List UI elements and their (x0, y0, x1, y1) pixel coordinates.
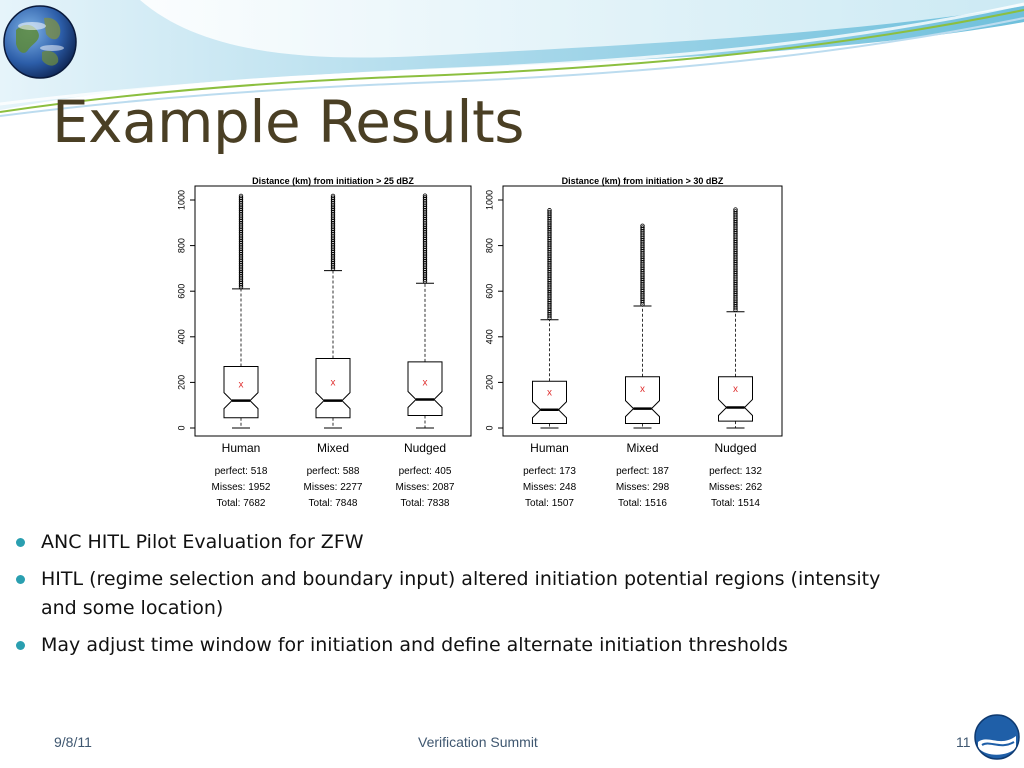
y-tick-label: 400 (484, 329, 494, 344)
mean-marker: x (733, 384, 738, 395)
y-tick-label: 600 (176, 284, 186, 299)
bullet-item: May adjust time window for initiation an… (14, 631, 914, 660)
stat-misses: Misses: 2277 (304, 482, 363, 493)
outlier-point (330, 195, 336, 200)
outlier-point (238, 193, 244, 199)
stat-total: Total: 7682 (217, 498, 266, 509)
x-category-label: Nudged (714, 441, 756, 455)
stat-misses: Misses: 1952 (212, 482, 271, 493)
stat-perfect: perfect: 132 (709, 466, 762, 477)
outlier-point (640, 225, 645, 230)
stat-total: Total: 7848 (309, 498, 358, 509)
x-category-label: Nudged (404, 441, 446, 455)
footer-title: Verification Summit (418, 734, 538, 750)
stat-misses: Misses: 262 (709, 482, 763, 493)
box (223, 365, 259, 419)
stat-perfect: perfect: 405 (399, 466, 452, 477)
y-tick-label: 1000 (484, 190, 494, 210)
outlier-point (547, 208, 552, 213)
bullet-dot-icon (16, 641, 25, 650)
stat-misses: Misses: 298 (616, 482, 670, 493)
chart-title: Distance (km) from initiation > 25 dBZ (252, 176, 414, 186)
y-tick-label: 200 (484, 375, 494, 390)
outlier-point (733, 207, 738, 212)
outlier-point (422, 193, 428, 198)
box (407, 361, 443, 416)
outlier-point (422, 195, 428, 200)
y-tick-label: 800 (484, 238, 494, 253)
stat-total: Total: 1514 (711, 498, 760, 509)
bullet-dot-icon (16, 575, 25, 584)
stat-total: Total: 1516 (618, 498, 667, 509)
footer-page-number: 11 (956, 734, 971, 750)
y-tick-label: 400 (176, 329, 186, 344)
stat-perfect: perfect: 187 (616, 466, 669, 477)
y-tick-label: 1000 (176, 190, 186, 210)
box (315, 357, 351, 419)
mean-marker: x (331, 377, 336, 388)
noaa-logo-icon (974, 714, 1020, 760)
box (532, 380, 567, 424)
bullet-item: ANC HITL Pilot Evaluation for ZFW (14, 528, 914, 557)
bullet-text: ANC HITL Pilot Evaluation for ZFW (41, 531, 364, 553)
outlier-point (640, 223, 645, 228)
x-category-label: Mixed (317, 441, 349, 455)
bullet-dot-icon (16, 538, 25, 547)
outlier-point (330, 193, 336, 199)
header-wave-decoration (0, 0, 1024, 117)
outlier-point (547, 209, 552, 215)
x-category-label: Mixed (626, 441, 658, 455)
y-tick-label: 0 (484, 425, 494, 430)
mean-marker: x (239, 380, 244, 391)
bullet-text: HITL (regime selection and boundary inpu… (41, 568, 881, 619)
slide-title: Example Results (52, 88, 525, 156)
footer-date: 9/8/11 (54, 734, 92, 750)
y-tick-label: 200 (176, 375, 186, 390)
bullet-text: May adjust time window for initiation an… (41, 634, 788, 656)
chart-title: Distance (km) from initiation > 30 dBZ (562, 176, 724, 186)
mean-marker: x (640, 384, 645, 395)
mean-marker: x (423, 377, 428, 388)
earth-globe-icon (3, 5, 77, 79)
stat-total: Total: 1507 (525, 498, 574, 509)
boxplot-figure: Distance (km) from initiation > 25 dBZ 0 2… (176, 176, 783, 509)
stat-misses: Misses: 248 (523, 482, 577, 493)
stat-misses: Misses: 2087 (396, 482, 455, 493)
mean-marker: x (547, 388, 552, 399)
y-tick-label: 600 (484, 284, 494, 299)
y-tick-label: 800 (176, 238, 186, 253)
stat-perfect: perfect: 588 (307, 466, 360, 477)
box (625, 376, 660, 424)
stat-total: Total: 7838 (401, 498, 450, 509)
x-category-label: Human (530, 441, 569, 455)
stat-perfect: perfect: 173 (523, 466, 576, 477)
box (718, 376, 753, 422)
y-tick-label: 0 (176, 425, 186, 430)
plot-frame (194, 185, 472, 437)
outlier-point (238, 195, 244, 200)
plot-frame (502, 185, 783, 437)
bullet-item: HITL (regime selection and boundary inpu… (14, 565, 914, 623)
bullet-list: ANC HITL Pilot Evaluation for ZFW HITL (… (14, 528, 914, 668)
stat-perfect: perfect: 518 (215, 466, 268, 477)
x-category-label: Human (222, 441, 261, 455)
outlier-point (733, 209, 738, 214)
